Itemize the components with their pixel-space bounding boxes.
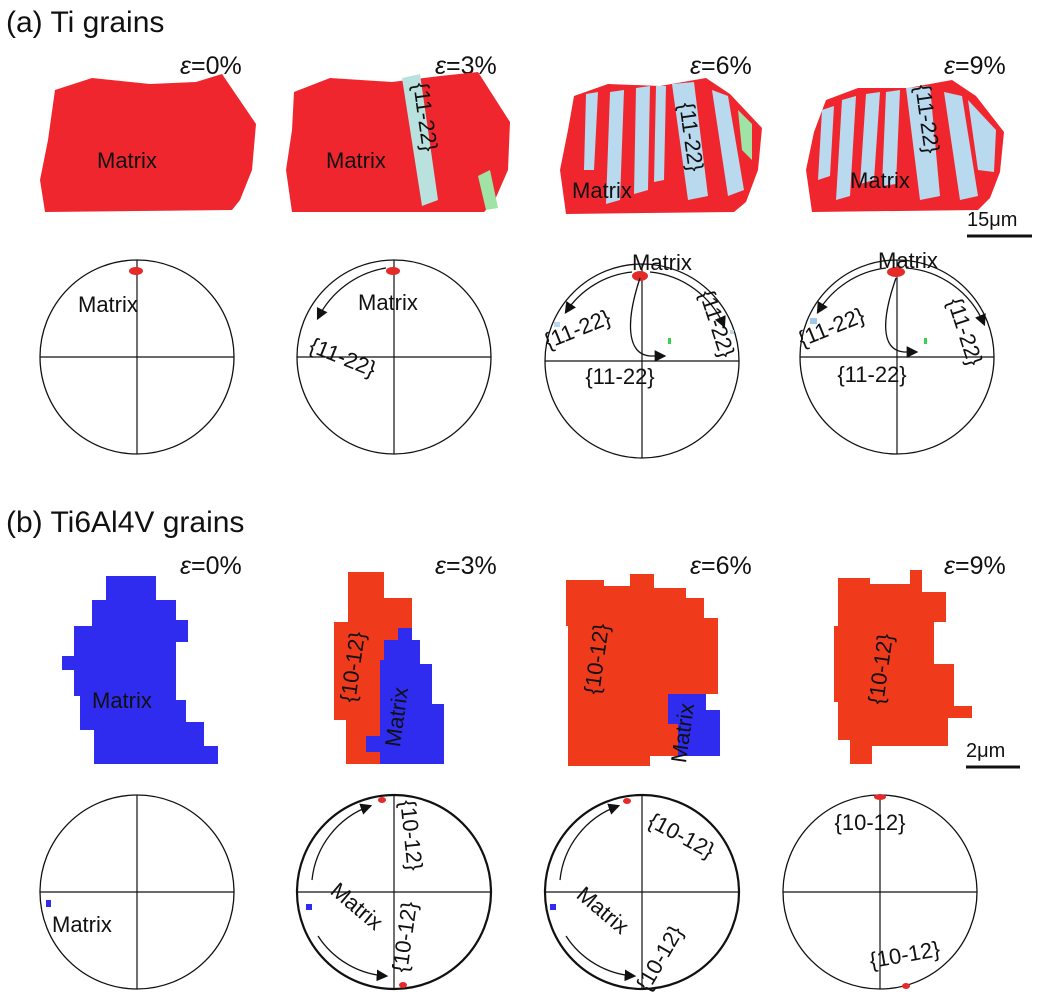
twin-label-pf-a-3: {11-22} (306, 332, 380, 381)
ti-pole-figure-6 (544, 263, 740, 459)
matrix-label-a-9: Matrix (850, 168, 910, 193)
tav-pole-figure-9 (782, 794, 978, 990)
matrix-label-pf-a-9: Matrix (878, 248, 938, 273)
matrix-label-pf-b-6: Matrix (572, 881, 634, 939)
strain-label-a-6: ε=6% (690, 52, 752, 80)
scale-bar-label-a: 15μm (967, 209, 1017, 231)
ti-pole-figure-9 (799, 259, 995, 455)
tav-pole-figure-3 (295, 793, 493, 991)
ti-pole-figure-0 (39, 259, 235, 455)
strain-label-b-0: ε=0% (180, 552, 242, 580)
matrix-label-pf-a-0: Matrix (78, 292, 138, 317)
twin-label-pf-a-6-left: {11-22} (540, 304, 614, 353)
twin-label-pf-a-6-right: {11-22} (695, 287, 740, 361)
tav-grain-map-3 (334, 572, 444, 764)
section-b-title: (b) Ti6Al4V grains (6, 506, 244, 539)
matrix-label-pf-b-3: Matrix (326, 877, 388, 935)
section-a-title: (a) Ti grains (6, 6, 164, 39)
tav-grain-map-6 (566, 574, 720, 766)
ti-pole-figure-3 (296, 259, 492, 455)
scale-bar-label-b: 2μm (966, 740, 1005, 762)
twin-label-pf-b-9-bottom: {10-12} (868, 936, 942, 973)
strain-label-b-3: ε=3% (435, 552, 497, 580)
twin-label-pf-b-6-bottom: {10-12} (631, 921, 688, 995)
strain-label-a-0: ε=0% (180, 52, 242, 80)
tav-grain-map-9 (834, 570, 972, 764)
strain-label-b-9: ε=9% (944, 552, 1006, 580)
twin-label-pf-a-6-bottom: {11-22} (585, 364, 654, 389)
matrix-label-a-6: Matrix (572, 178, 632, 203)
tav-pole-figure-0 (39, 794, 235, 990)
twin-label-pf-b-3-bottom: {10-12} (387, 900, 422, 974)
twin-label-pf-b-6-top: {10-12} (644, 808, 718, 863)
strain-label-b-6: ε=6% (690, 552, 752, 580)
tav-grain-map-0 (62, 576, 218, 764)
matrix-label-a-0: Matrix (97, 148, 157, 173)
twin-label-pf-a-9-left: {11-22} (794, 302, 868, 351)
matrix-label-a-3: Matrix (326, 148, 386, 173)
twin-label-pf-b-9-top: {10-12} (835, 810, 906, 835)
ti-grain-map-9 (806, 80, 1004, 212)
matrix-label-pf-a-6: Matrix (632, 250, 692, 275)
ti-grain-map-6 (560, 78, 762, 214)
strain-label-a-9: ε=9% (944, 52, 1006, 80)
matrix-label-pf-b-0: Matrix (52, 912, 112, 937)
matrix-label-pf-a-3: Matrix (358, 290, 418, 315)
tav-pole-figure-6 (543, 793, 741, 991)
twin-label-pf-a-9-bottom: {11-22} (837, 362, 906, 387)
ti-grain-map-0 (40, 74, 256, 212)
twin-label-pf-b-3-top: {10-12} (395, 799, 427, 872)
matrix-label-b-0: Matrix (92, 688, 152, 713)
ti-grain-map-3 (286, 72, 510, 212)
